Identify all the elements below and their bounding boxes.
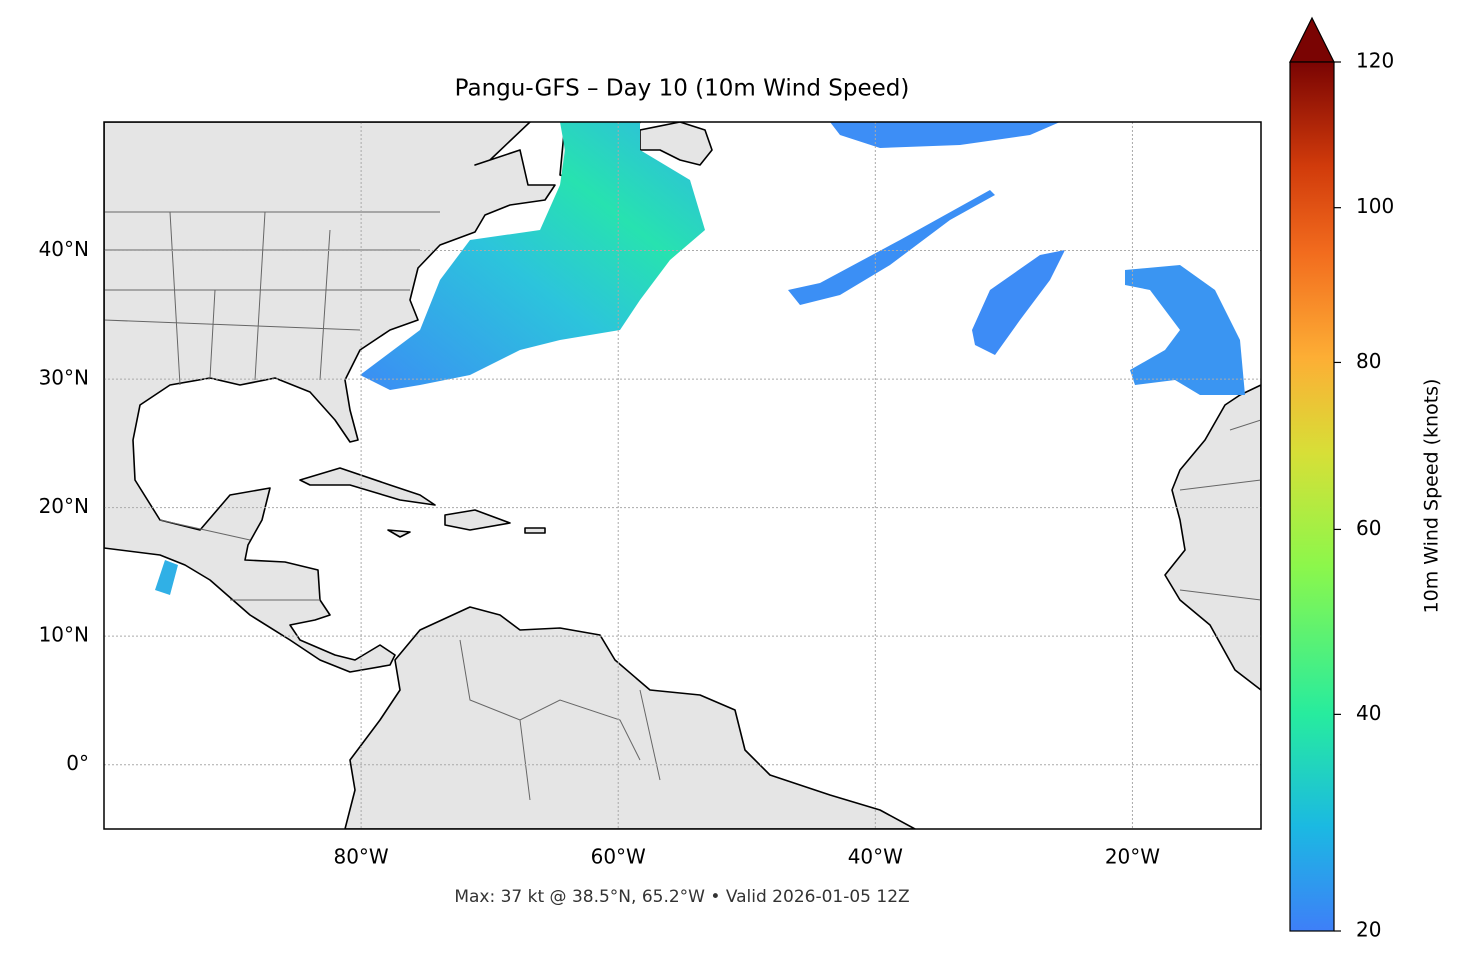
- axis-ticks: 80°W 60°W 40°W 20°W 0° 10°N 20°N 30°N 40°N: [39, 237, 1161, 868]
- x-tick-label: 20°W: [1105, 845, 1160, 869]
- map-frame: [103, 121, 1262, 830]
- footnote: Max: 37 kt @ 38.5°N, 65.2°W • Valid 2026…: [454, 887, 909, 907]
- wind-plume: [360, 122, 705, 390]
- x-tick-label: 80°W: [333, 845, 388, 869]
- colorbar-tick-label: 40: [1356, 701, 1381, 725]
- chart-title: Pangu-GFS – Day 10 (10m Wind Speed): [455, 76, 910, 102]
- wind-patch: [830, 122, 1060, 148]
- colorbar-tick-label: 100: [1356, 194, 1394, 218]
- grid: [104, 122, 1261, 829]
- africa: [1164, 384, 1261, 691]
- cuba: [299, 467, 436, 506]
- y-tick-label: 30°N: [39, 366, 89, 390]
- colorbar-tick-label: 80: [1356, 349, 1381, 373]
- colorbar-label: 10m Wind Speed (knots): [1421, 379, 1443, 614]
- colorbar-ticks: 20 40 60 80 100 120: [1334, 49, 1394, 942]
- y-tick-label: 40°N: [39, 237, 89, 261]
- north-america: [104, 122, 556, 673]
- x-tick-label: 40°W: [848, 845, 903, 869]
- newfoundland: [639, 122, 713, 166]
- colorbar-extension: [1289, 16, 1335, 63]
- state-borders: [104, 211, 1261, 801]
- wind-patch: [155, 560, 178, 595]
- colorbar: [1289, 61, 1335, 932]
- x-tick-label: 60°W: [591, 845, 646, 869]
- colorbar-tick-label: 60: [1356, 516, 1381, 540]
- map-body: [104, 122, 1261, 829]
- wind-patch: [788, 190, 995, 305]
- y-tick-label: 0°: [66, 751, 89, 775]
- jamaica: [387, 529, 411, 538]
- south-america: [344, 606, 916, 829]
- colorbar-tick-label: 120: [1356, 49, 1394, 73]
- wind-patch: [972, 250, 1065, 355]
- colorbar-tick-label: 20: [1356, 918, 1381, 942]
- puerto-rico: [524, 527, 546, 534]
- wind-patch: [1125, 265, 1245, 395]
- hispaniola: [444, 509, 511, 531]
- y-tick-label: 10°N: [39, 623, 89, 647]
- y-tick-label: 20°N: [39, 494, 89, 518]
